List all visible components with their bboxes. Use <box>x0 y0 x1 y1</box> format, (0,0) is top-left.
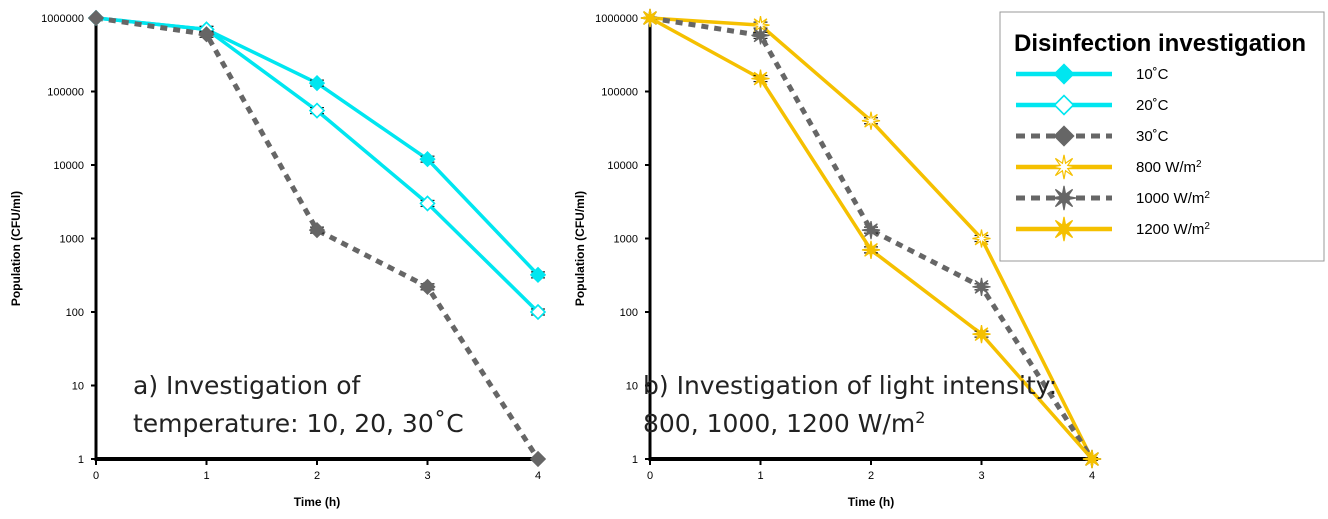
y-tick-label: 100000 <box>601 87 638 99</box>
data-point <box>751 26 770 45</box>
data-point <box>308 102 326 119</box>
legend-marker <box>1051 154 1077 180</box>
legend-item: 10˚C <box>1016 63 1169 85</box>
y-tick-label: 1 <box>78 454 84 466</box>
legend-label: 10˚C <box>1136 66 1169 83</box>
x-tick-label: 0 <box>647 470 653 482</box>
legend-item: 1200 W/m2 <box>1016 216 1210 242</box>
y-tick-label: 100 <box>66 307 84 319</box>
data-point <box>198 26 215 43</box>
x-tick-label: 2 <box>314 470 320 482</box>
legend-item: 1000 W/m2 <box>1016 185 1210 211</box>
data-point <box>640 8 660 28</box>
y-tick-label: 1000000 <box>595 13 638 25</box>
y-tick-label: 100 <box>620 307 638 319</box>
legend-label: 30˚C <box>1136 128 1169 145</box>
y-tick-label: 10000 <box>607 160 638 172</box>
data-point <box>87 9 105 27</box>
legend-title: Disinfection investigation <box>1014 30 1306 57</box>
x-tick-label: 1 <box>757 470 763 482</box>
x-tick-label: 4 <box>1089 470 1095 482</box>
data-point <box>419 151 436 168</box>
y-tick-label: 1000000 <box>41 13 84 25</box>
x-tick-label: 1 <box>203 470 209 482</box>
annotation-line: a) Investigation of <box>133 371 362 400</box>
y-axis-title: Population (CFU/ml) <box>573 191 587 306</box>
legend: Disinfection investigation 10˚C 20˚C 30˚C 80… <box>999 11 1325 262</box>
legend-item: 30˚C <box>1016 125 1169 147</box>
data-point <box>972 325 991 344</box>
legend-label: 800 W/m2 <box>1136 159 1202 177</box>
data-point <box>861 111 881 130</box>
y-tick-label: 10000 <box>53 160 84 172</box>
legend-label: 1200 W/m2 <box>1136 221 1210 239</box>
y-axis-title: Population (CFU/ml) <box>9 191 23 306</box>
data-point <box>419 195 436 212</box>
data-point <box>972 277 991 296</box>
x-tick-label: 4 <box>535 470 541 482</box>
legend-marker <box>1051 216 1077 242</box>
y-tick-label: 1000 <box>60 234 84 246</box>
data-point <box>529 450 547 468</box>
data-point <box>972 229 991 248</box>
y-tick-label: 10 <box>72 381 84 393</box>
x-tick-label: 0 <box>93 470 99 482</box>
x-tick-label: 3 <box>978 470 984 482</box>
y-tick-label: 100000 <box>47 87 84 99</box>
y-tick-label: 1000 <box>614 234 638 246</box>
data-point <box>861 221 881 240</box>
data-point <box>529 266 547 284</box>
data-point <box>751 69 770 88</box>
legend-marker <box>1053 125 1075 147</box>
legend-marker <box>1051 185 1077 211</box>
legend-item: 800 W/m2 <box>1016 154 1202 180</box>
x-axis-title: Time (h) <box>294 495 340 509</box>
annotation-line: 800, 1000, 1200 W/m2 <box>643 408 925 439</box>
legend-label: 20˚C <box>1136 97 1169 114</box>
annotation-line: temperature: 10, 20, 30˚C <box>133 409 464 438</box>
legend-item: 20˚C <box>1016 94 1169 116</box>
data-point <box>1082 449 1102 469</box>
data-point <box>861 240 881 259</box>
y-tick-label: 1 <box>632 454 638 466</box>
x-tick-label: 3 <box>424 470 430 482</box>
legend-label: 1000 W/m2 <box>1136 190 1210 208</box>
data-point <box>419 278 436 295</box>
legend-marker <box>1053 63 1075 85</box>
x-tick-label: 2 <box>868 470 874 482</box>
annotation-line: b) Investigation of light intensity: <box>643 371 1057 400</box>
y-tick-label: 10 <box>626 381 638 393</box>
data-point <box>308 74 326 92</box>
data-point <box>529 303 547 321</box>
data-point <box>308 221 326 239</box>
x-axis-title: Time (h) <box>848 495 894 509</box>
legend-marker <box>1053 94 1075 116</box>
series-line <box>95 16 540 314</box>
